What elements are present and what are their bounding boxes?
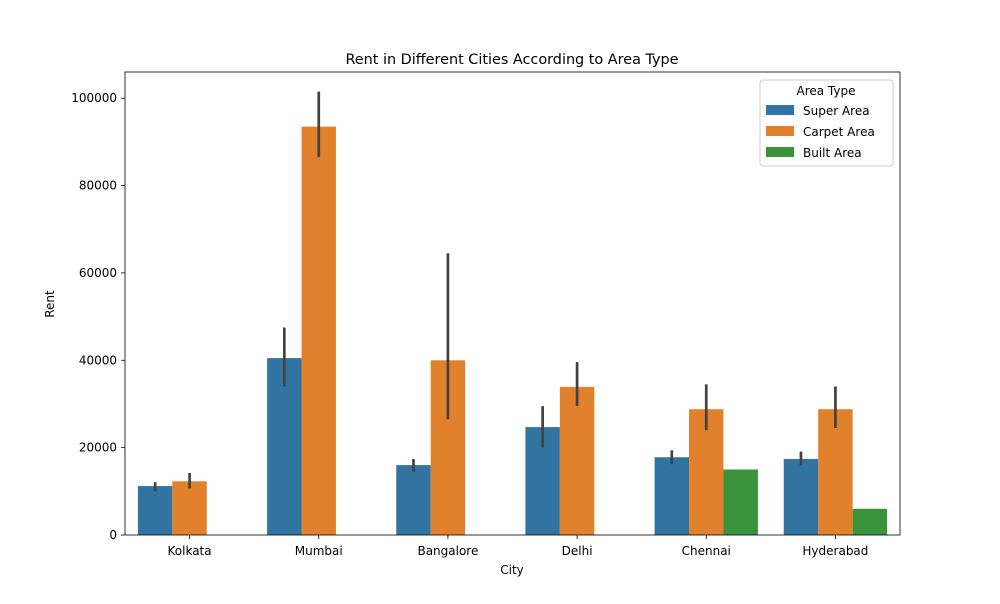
x-tick-label: Bangalore (417, 544, 478, 558)
y-tick-label: 0 (109, 528, 117, 542)
x-tick-label: Chennai (682, 544, 731, 558)
x-tick-label: Delhi (562, 544, 593, 558)
x-tick-label: Kolkata (168, 544, 212, 558)
bar (723, 469, 758, 535)
legend-label: Carpet Area (803, 125, 875, 139)
bar (559, 386, 595, 535)
bar (654, 457, 690, 535)
y-tick-label: 20000 (79, 441, 117, 455)
legend-box (759, 79, 894, 167)
y-tick-label: 100000 (71, 91, 117, 105)
legend-swatch (766, 147, 794, 157)
bar (301, 126, 336, 535)
legend-label: Super Area (803, 104, 870, 118)
plot-frame (124, 71, 901, 536)
bar (137, 486, 173, 535)
legend-title: Area Type (797, 84, 856, 98)
legend: Area Type Super Area Carpet Area Built Are… (759, 79, 894, 167)
bar (783, 458, 819, 535)
chart-title: Rent in Different Cities According to Ar… (345, 52, 678, 68)
bar (852, 508, 888, 535)
bar (396, 465, 431, 535)
y-tick-label: 80000 (79, 179, 117, 193)
bar (172, 481, 207, 535)
bar (267, 358, 302, 535)
bar (818, 409, 853, 535)
legend-swatch (766, 105, 794, 115)
y-axis-label: Rent (43, 290, 57, 318)
y-tick-label: 60000 (79, 266, 117, 280)
legend-label: Built Area (803, 146, 862, 160)
y-tick-label: 40000 (79, 353, 117, 367)
x-tick-label: Mumbai (295, 544, 343, 558)
x-tick-label: Hyderabad (802, 544, 868, 558)
x-axis-label: City (500, 563, 524, 577)
legend-swatch (766, 126, 794, 136)
